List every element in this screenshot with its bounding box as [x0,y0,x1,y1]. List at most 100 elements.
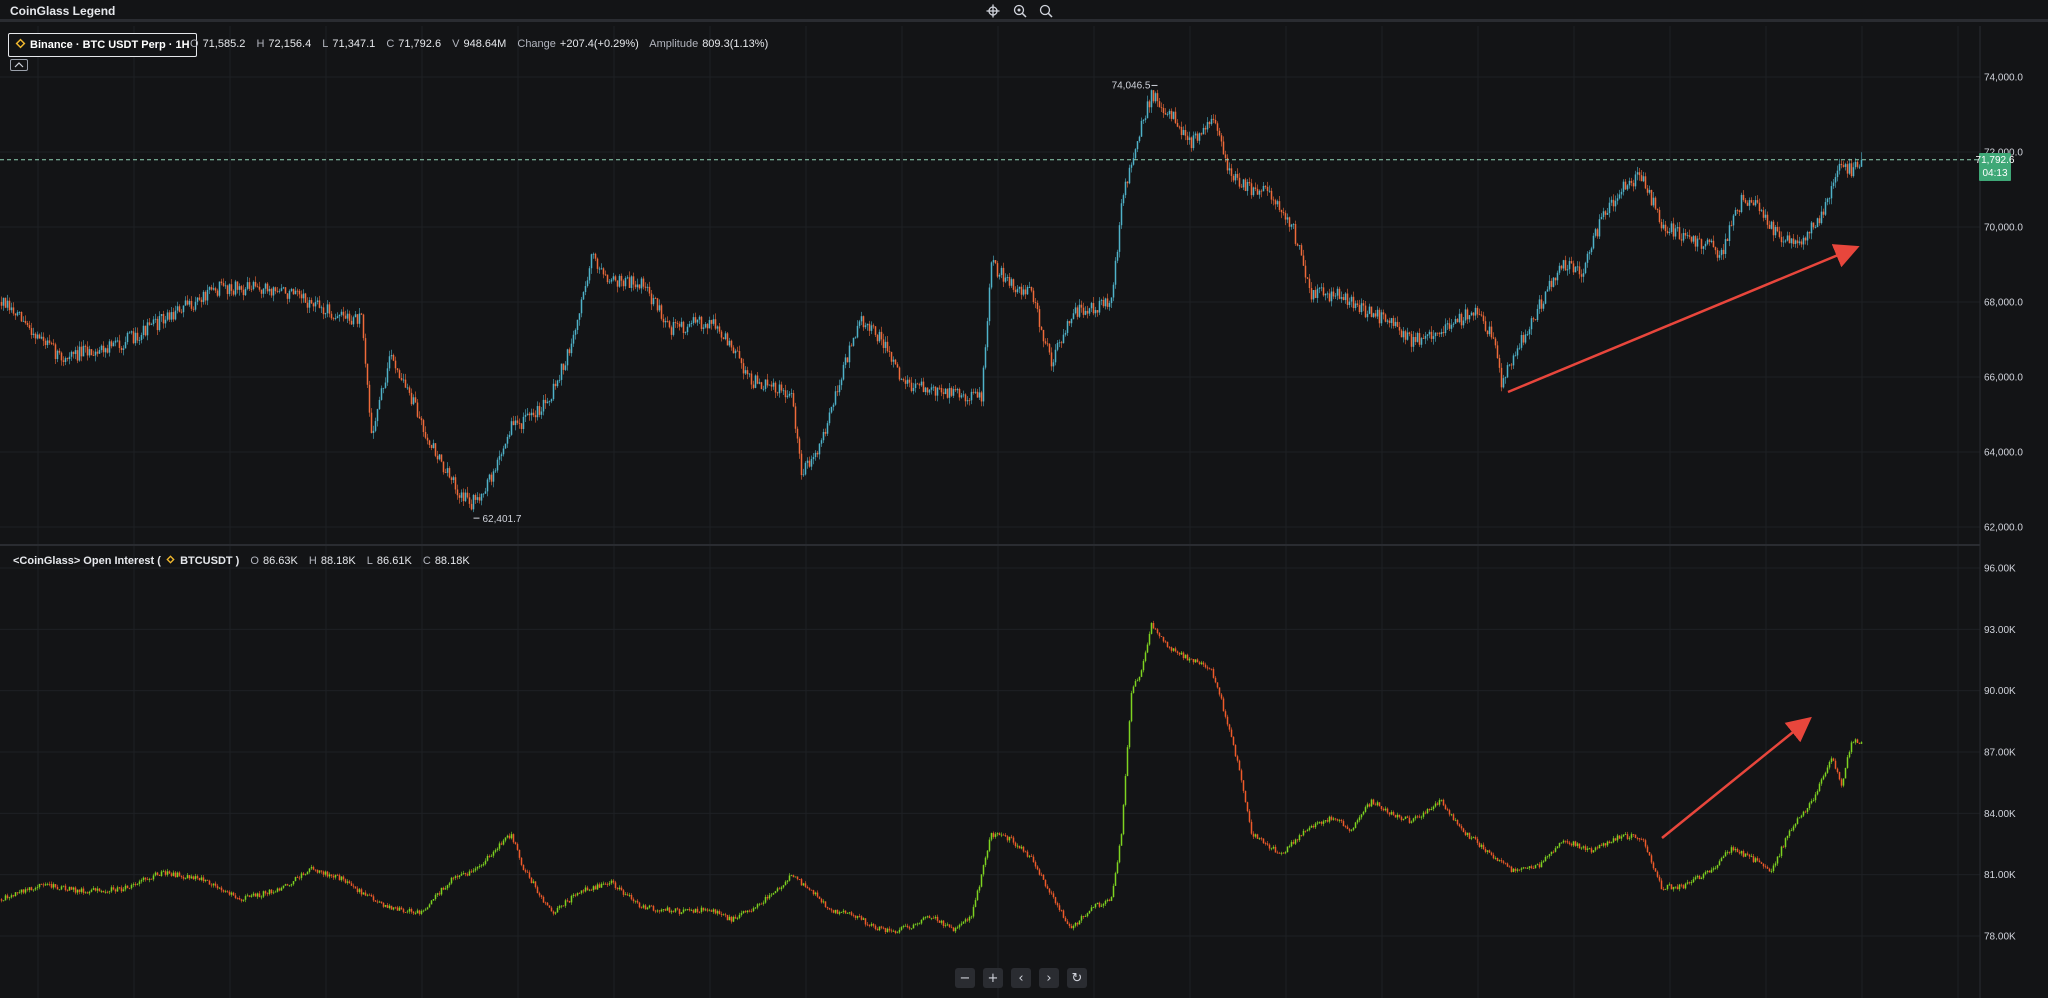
price-candle-body [1102,300,1105,307]
price-legend-title[interactable]: Binance · BTC USDT Perp · 1H [8,33,197,57]
price-candle-body [768,384,771,386]
zoom-out-button[interactable]: − [955,968,975,988]
price-candle-body [612,276,615,280]
oi-candle-body [664,909,667,911]
price-candle-body [1126,181,1129,184]
price-candle-body [1286,217,1289,220]
reset-chart-button[interactable]: ↻ [1067,968,1087,988]
oi-candle-body [770,894,773,896]
price-candle-body [862,316,865,328]
oi-candle-body [742,911,745,914]
price-candle-body [388,356,391,369]
price-candle-body [1200,133,1203,135]
price-ohlc-legend: O 71,585.2 H 72,156.4 L 71,347.1 C 71,792.6 … [190,38,776,50]
oi-candle-body [674,908,677,912]
scroll-left-button[interactable]: ‹ [1011,968,1031,988]
oi-candle-body [858,916,861,917]
oi-candle-body [766,896,769,899]
price-candle-body [1740,194,1743,213]
price-candle-body [874,326,877,335]
price-candle-body [664,320,667,323]
oi-candle-body [254,893,257,897]
price-candle-body [508,434,511,437]
price-candle-body [336,316,339,319]
price-candle-body [1396,321,1399,327]
price-candle-body [56,350,59,360]
oi-candle-body [144,877,147,880]
price-candle-body [1670,223,1673,232]
oi-candle-body [1084,916,1087,917]
search-icon[interactable] [1039,4,1053,18]
crosshair-icon[interactable] [986,4,1000,18]
oi-candle-body [950,926,953,928]
collapse-legend-button[interactable] [10,59,28,71]
price-candle-body [54,344,57,360]
oi-candle-body [1620,836,1623,839]
price-candle-body [1184,130,1187,136]
price-candle-body [130,331,133,333]
price-candle-body [922,381,925,393]
oi-candle-body [892,930,895,932]
oi-candle-body [1020,846,1023,849]
price-candle-body [472,494,475,510]
price-candle-body [872,325,875,327]
price-candle-body [498,456,501,460]
oi-candle-body [88,891,91,894]
oi-candle-body [678,909,681,914]
oi-candle-body [224,891,227,893]
scroll-right-button[interactable]: › [1039,968,1059,988]
price-candle-body [466,492,469,498]
oi-candle-body [98,888,101,892]
price-candle-body [1790,238,1793,244]
oi-candle-body [1426,809,1429,814]
price-candle-body [1604,211,1607,215]
oi-candle-body [596,884,599,890]
price-candle-body [858,321,861,326]
price-candle-body [1486,330,1489,335]
price-candle-body [1140,120,1143,137]
zoom-settings-icon[interactable] [1013,4,1027,18]
price-candle-body [1446,323,1449,325]
price-candle-body [996,263,999,277]
price-candle-body [1226,157,1229,171]
zoom-in-button[interactable]: + [983,968,1003,988]
oi-candle-body [1752,856,1755,862]
oi-candle-body [1844,767,1847,779]
oi-candle-body [606,884,609,885]
oi-candle-body [1418,816,1421,818]
price-candle-body [1642,176,1645,182]
price-candle-body [240,286,243,290]
price-candle-body [268,288,271,292]
price-candle-body [84,345,87,347]
price-candle-body [1772,221,1775,236]
oi-candle-body [700,907,703,913]
price-candle-body [1596,229,1599,237]
price-candle-body [638,284,641,289]
oi-candle-body [520,857,523,865]
oi-candle-body [934,916,937,919]
oi-candle-body [300,873,303,878]
price-candle-body [686,326,689,333]
oi-candle-body [58,889,61,891]
oi-candle-body [704,909,707,911]
oi-candle-body [902,926,905,928]
oi-candle-body [0,899,3,901]
oi-candle-body [1552,851,1555,853]
oi-candle-body [30,887,33,891]
price-candle-body [1536,308,1539,321]
price-candle-body [716,326,719,329]
price-candle-body [468,497,471,504]
price-candle-body [478,497,481,501]
price-candle-body [1098,300,1101,313]
oi-candle-body [1346,826,1349,830]
oi-candle-body [142,877,145,881]
price-candle-body [208,287,211,290]
price-candle-body [438,454,441,460]
oi-candle-body [1678,884,1681,890]
oi-candle-body [752,908,755,911]
price-candle-body [36,334,39,339]
price-candle-body [1144,118,1147,120]
price-candle-body [842,364,845,380]
price-candle-body [878,331,881,342]
